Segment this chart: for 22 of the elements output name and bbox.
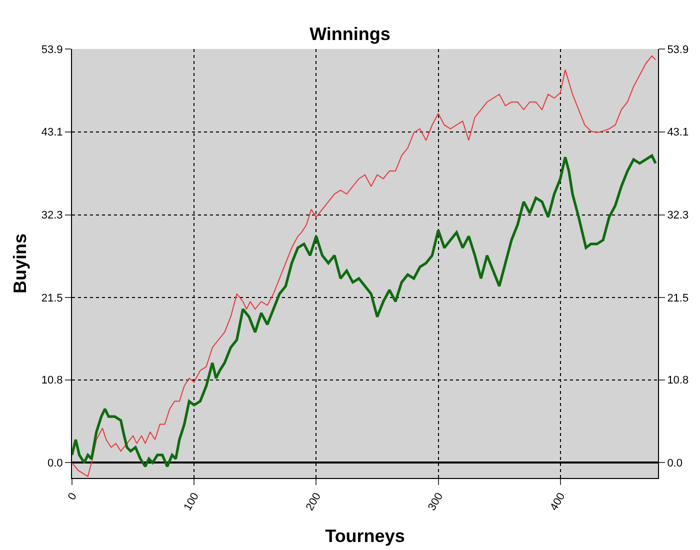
line-series bbox=[72, 55, 656, 477]
x-tick-label: 400 bbox=[548, 490, 568, 513]
y-tick-label: 32.3 bbox=[41, 210, 63, 222]
y2-tick-label: 43.1 bbox=[667, 126, 689, 139]
y2-tick-label: 0.0 bbox=[667, 458, 682, 470]
y-tick-label: 43.1 bbox=[41, 126, 63, 139]
y-tick-label: 53.9 bbox=[41, 44, 63, 56]
y-axis-title: Buyins bbox=[10, 233, 30, 294]
x-tick-label: 100 bbox=[182, 490, 202, 513]
y-tick-label: 21.5 bbox=[41, 292, 63, 304]
y2-tick-label: 53.9 bbox=[667, 44, 689, 56]
chart-title: Winnings bbox=[310, 24, 390, 44]
line-series bbox=[72, 154, 657, 468]
y-tick-label: 0.0 bbox=[48, 458, 63, 470]
y2-tick-label: 10.8 bbox=[667, 374, 689, 387]
y-tick-label: 10.8 bbox=[41, 374, 63, 387]
y2-tick-label: 21.5 bbox=[667, 292, 689, 304]
y2-tick-label: 32.3 bbox=[667, 210, 689, 222]
x-axis-title: Tourneys bbox=[325, 526, 405, 546]
x-tick-label: 200 bbox=[304, 490, 324, 513]
x-tick-label: 0 bbox=[66, 490, 80, 502]
x-tick-label: 300 bbox=[426, 490, 446, 513]
